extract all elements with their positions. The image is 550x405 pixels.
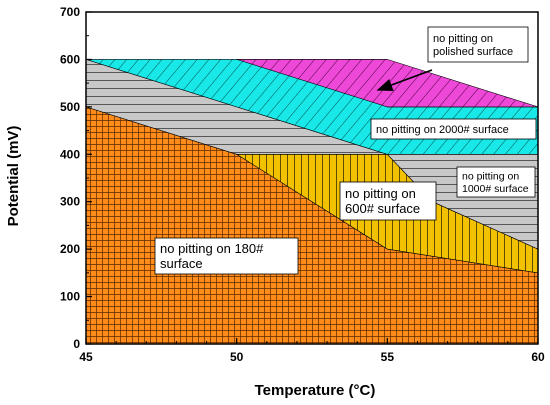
- region-label-text: surface: [160, 256, 203, 271]
- region-label-text: no pitting on: [345, 186, 416, 201]
- x-tick-label: 45: [79, 350, 93, 364]
- x-tick-label: 55: [381, 350, 395, 364]
- y-tick-label: 300: [60, 195, 80, 209]
- region-label-180-surface: no pitting on 180#surface: [154, 237, 299, 275]
- region-label-2000-surface: no pitting on 2000# surface: [370, 118, 537, 140]
- y-tick-label: 0: [73, 337, 80, 351]
- y-tick-label: 100: [60, 290, 80, 304]
- region-label-text: no pitting on: [462, 170, 519, 182]
- regions-layer: [85, 58, 539, 345]
- x-axis-title: Temperature (°C): [255, 382, 376, 399]
- region-label-box: [427, 26, 529, 63]
- region-label-text: no pitting on 2000# surface: [376, 124, 509, 136]
- region-label-box: [339, 181, 437, 221]
- region-label-box: [154, 237, 299, 275]
- y-tick-label: 600: [60, 52, 80, 66]
- region-label-text: polished surface: [433, 46, 513, 58]
- region-label-text: 600# surface: [345, 201, 420, 216]
- y-axis-title: Potential (mV): [5, 126, 22, 227]
- region-label-text: 1000# surface: [462, 183, 529, 195]
- region-label-box: [456, 166, 536, 198]
- y-tick-label: 200: [60, 242, 80, 256]
- region-label-text: no pitting on 180#: [160, 241, 264, 256]
- y-tick-label: 700: [60, 5, 80, 19]
- x-tick-label: 50: [230, 350, 244, 364]
- y-tick-label: 400: [60, 147, 80, 161]
- annotation-arrow: [376, 69, 433, 92]
- x-tick-label: 60: [531, 350, 545, 364]
- region-label-box: [370, 118, 537, 140]
- y-tick-label: 500: [60, 100, 80, 114]
- region-label-text: no pitting on: [433, 33, 493, 45]
